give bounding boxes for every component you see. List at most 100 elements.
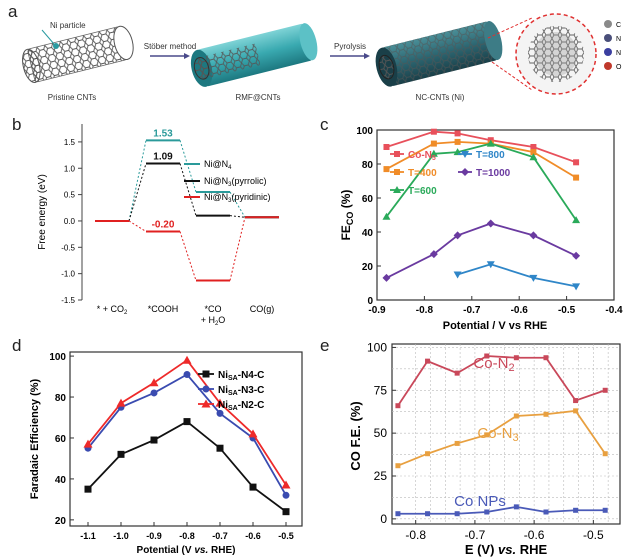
legend-dot-n1 (604, 34, 612, 42)
d-legend-marker (201, 399, 211, 408)
c-y-tick-label: 20 (362, 262, 374, 273)
chart-d-faradaic: Faradaic Efficiency (%) Potential (V vs.… (29, 351, 303, 556)
caption-rmf-cnts: RMF@CNTs (235, 93, 280, 102)
e-data-point (602, 507, 608, 513)
b-x-category-label: + H2O (201, 315, 226, 327)
e-plot-frame (391, 343, 621, 525)
c-data-point (454, 138, 461, 145)
b-y-axis-label: Free energy (eV) (37, 174, 48, 250)
c-x-axis-label: Potential / V vs RHE (443, 320, 548, 332)
d-x-tick-label: -0.6 (245, 531, 261, 541)
d-data-point (249, 483, 257, 491)
b-y-tick-label: 0.5 (64, 191, 76, 200)
e-y-tick-label: 50 (374, 426, 388, 440)
b-y-tick-label: -1.5 (61, 296, 75, 305)
d-data-point (183, 371, 191, 379)
e-data-point (395, 511, 401, 517)
c-legend-marker (461, 151, 469, 158)
c-data-point (453, 231, 462, 240)
c-legend-marker (394, 169, 400, 175)
c-data-point (383, 166, 390, 173)
d-y-tick-label: 80 (55, 393, 67, 404)
c-y-tick-label: 0 (367, 296, 373, 307)
c-legend-label: T=800 (476, 150, 505, 161)
e-series-label: Co NPs (454, 493, 506, 510)
d-x-tick-label: -0.9 (146, 531, 162, 541)
d-data-point (149, 378, 159, 387)
chart-e-co-fe: CO F.E. (%) E (V) vs. RHE -0.8 -0.7 -0.6 -0… (348, 340, 621, 557)
d-data-point (83, 439, 93, 448)
schematic-panel-a: Ni particle Pristine CNTs Stöber method … (22, 13, 622, 102)
legend-dot-n2 (604, 48, 612, 56)
e-data-point (425, 511, 431, 517)
e-y-axis-label: CO F.E. (%) (348, 401, 363, 470)
d-legend-marker (202, 385, 210, 393)
b-x-category-label: CO(g) (250, 304, 275, 314)
c-data-point (530, 144, 537, 150)
d-data-point (150, 436, 158, 444)
e-x-tick-label: -0.8 (405, 528, 426, 542)
e-data-point (602, 451, 608, 457)
chart-b-free-energy: Free energy (eV) 1.5 1.0 0.5 0.0 -0.5 -1.0 -1.… (37, 124, 279, 327)
b-legend-label: Ni@N4 (204, 159, 232, 171)
d-data-point (216, 444, 224, 452)
c-series-line (386, 140, 577, 179)
c-data-point (572, 216, 581, 224)
d-data-point (117, 450, 125, 458)
e-data-point (454, 511, 460, 517)
e-data-point (543, 509, 549, 515)
c-legend-marker (393, 186, 401, 193)
c-y-tick-label: 40 (362, 228, 374, 239)
panel-letter-a: a (8, 2, 18, 21)
e-data-point (602, 387, 608, 393)
b-annotation: 1.09 (153, 152, 173, 163)
chart-c-feco: FECO (%) Potential / V vs RHE -0.9 -0.8 -0… (339, 126, 623, 332)
e-data-point (425, 358, 431, 364)
c-data-point (429, 250, 438, 259)
panel-letter-c: c (320, 115, 329, 134)
d-x-axis-label: Potential (V vs. RHE) (137, 545, 236, 556)
d-data-point (150, 389, 158, 397)
c-y-axis-label: FECO (%) (339, 190, 355, 241)
b-legend-label: Ni@N3(pyrrolic) (204, 176, 266, 188)
b-connector (128, 163, 147, 222)
d-data-point (84, 485, 92, 493)
ni-particle-label: Ni particle (50, 21, 86, 30)
b-y-tick-label: 1.0 (64, 164, 76, 173)
atom-legend: C N N O (604, 20, 622, 71)
c-legend-label: Co-N5 (408, 150, 436, 162)
c-y-tick-label: 100 (356, 126, 373, 137)
d-legend-label: NiSA-N3-C (218, 385, 264, 397)
legend-label-o: O (616, 64, 622, 71)
c-legend-label: T=600 (408, 186, 437, 197)
c-legend-marker (461, 168, 469, 176)
c-y-tick-label: 60 (362, 194, 374, 205)
c-x-tick-label: -0.4 (605, 305, 623, 316)
b-y-tick-label: -0.5 (61, 243, 75, 252)
c-data-point (430, 128, 437, 135)
d-y-tick-label: 60 (55, 434, 67, 445)
d-legend-label: NiSA-N4-C (218, 370, 264, 382)
d-data-point (182, 355, 192, 364)
rmf-cnt-tube (190, 23, 318, 87)
c-data-point (486, 219, 495, 228)
c-data-point (382, 212, 391, 220)
c-x-tick-label: -0.7 (463, 305, 481, 316)
e-data-point (484, 509, 490, 515)
nc-cnt-tube (375, 20, 503, 87)
e-data-point (454, 440, 460, 446)
c-data-point (572, 251, 581, 260)
step-pyrolysis-label: Pyrolysis (334, 42, 366, 51)
e-data-point (395, 463, 401, 469)
d-y-axis-label: Faradaic Efficiency (%) (29, 378, 41, 499)
d-plot-frame (69, 351, 303, 527)
c-data-point (453, 271, 462, 279)
d-x-tick-label: -0.5 (278, 531, 294, 541)
e-data-point (543, 355, 549, 361)
e-data-point (513, 355, 519, 361)
c-y-tick-label: 80 (362, 160, 374, 171)
e-data-point (454, 370, 460, 376)
d-legend-label: NiSA-N2-C (218, 400, 264, 412)
e-series-label: Co-N2 (473, 355, 514, 374)
b-y-tick-label: 0.0 (64, 217, 76, 226)
